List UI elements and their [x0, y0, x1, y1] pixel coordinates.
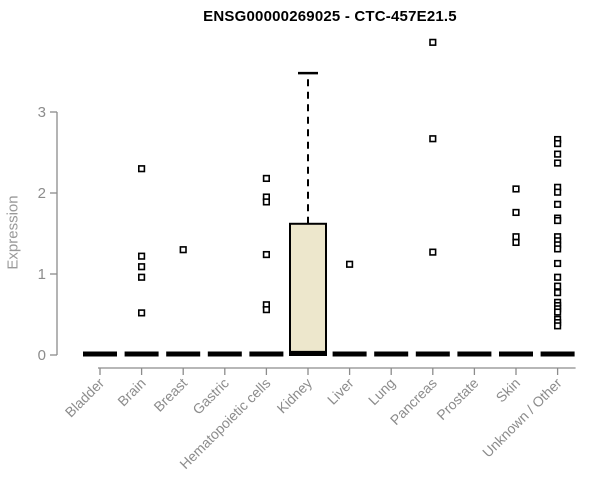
outlier-point [512, 208, 520, 217]
outlier-point [553, 322, 562, 330]
outlier-point [553, 259, 562, 268]
outlier-point [553, 216, 562, 225]
outlier-point [553, 139, 562, 148]
x-category-label: Kidney [274, 375, 316, 417]
outlier-point [512, 238, 520, 247]
outlier-point [138, 165, 146, 173]
x-category-label: Breast [150, 375, 190, 415]
outlier-point [553, 150, 562, 158]
outlier-point [553, 188, 562, 196]
x-category-label: Liver [324, 375, 357, 408]
outlier-point [138, 309, 146, 317]
outlier-point [429, 38, 437, 46]
x-category-label: Unknown / Other [479, 375, 565, 461]
box [289, 222, 327, 356]
outlier-point [553, 273, 562, 281]
outlier-point [138, 273, 146, 281]
outlier-point [553, 289, 562, 297]
x-category-label: Lung [365, 375, 398, 408]
outlier-point [512, 233, 520, 241]
outlier-point [345, 260, 354, 268]
x-category-label: Brain [114, 375, 148, 409]
outlier-point [429, 135, 437, 143]
outlier-point [512, 185, 520, 193]
chart-title: ENSG00000269025 - CTC-457E21.5 [203, 8, 457, 25]
outlier-point [262, 250, 271, 259]
y-tick-label: 2 [38, 185, 46, 202]
outlier-point [262, 306, 271, 314]
x-category-label: Prostate [433, 375, 481, 423]
outlier-point [553, 200, 562, 208]
outlier-point [553, 245, 562, 253]
y-tick-label: 0 [38, 347, 46, 364]
outlier-point [262, 174, 271, 183]
outlier-point [138, 263, 146, 271]
outlier-point [138, 252, 146, 260]
y-tick-label: 1 [38, 266, 46, 283]
outlier-point [553, 159, 562, 167]
outlier-point [553, 308, 562, 316]
y-tick-label: 3 [38, 104, 46, 121]
outlier-point [429, 248, 437, 256]
outlier-point [179, 246, 187, 254]
outlier-point [262, 198, 271, 206]
x-category-label: Bladder [62, 375, 108, 421]
outlier-point [553, 282, 562, 290]
x-category-label: Skin [493, 375, 524, 406]
